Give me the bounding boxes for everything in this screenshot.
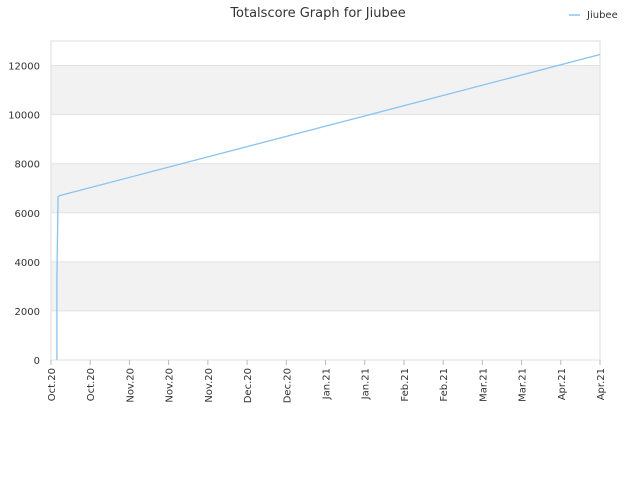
x-tick-label: Nov.20	[204, 368, 215, 403]
plot-band	[51, 163, 600, 213]
x-tick-label: Apr.21	[596, 368, 607, 400]
plot-band	[51, 261, 600, 311]
y-axis: 0 2000 4000 6000 8000 10000 12000	[8, 62, 40, 367]
plot-band	[51, 114, 600, 164]
y-tick-label: 12000	[8, 62, 40, 73]
x-tick-label: Mar.21	[478, 368, 489, 402]
y-tick-label: 4000	[15, 258, 40, 269]
plot-band	[51, 212, 600, 262]
x-tick-label: Dec.20	[282, 368, 293, 403]
y-tick-label: 8000	[15, 160, 40, 171]
x-tick-label: Nov.20	[165, 368, 176, 403]
x-tick-label: Oct.20	[47, 368, 58, 401]
x-tick-label: Jan.21	[361, 368, 372, 400]
y-tick-label: 10000	[8, 111, 40, 122]
x-tick-label: Feb.21	[439, 368, 450, 402]
x-tick-label: Oct.20	[86, 368, 97, 401]
y-tick-label: 0	[34, 356, 40, 367]
series-layer	[56, 53, 601, 360]
x-tick-label: Nov.20	[125, 368, 136, 403]
legend: Jiubee	[569, 10, 618, 21]
plot-background-bands	[50, 40, 601, 361]
x-tick-label: Feb.21	[400, 368, 411, 402]
series-line-jiubee	[56, 53, 601, 360]
y-tick-label: 2000	[15, 307, 40, 318]
chart-title: Totalscore Graph for Jiubee	[229, 6, 405, 21]
x-tick-label: Mar.21	[518, 368, 529, 402]
x-tick-label: Dec.20	[243, 368, 254, 403]
y-tick-label: 6000	[15, 209, 40, 220]
plot-band	[51, 41, 600, 66]
grid-lines	[51, 65, 600, 361]
x-tick-label: Jan.21	[322, 368, 333, 400]
legend-label-jiubee: Jiubee	[586, 10, 618, 21]
x-tick-label: Apr.21	[557, 368, 568, 400]
plot-band	[51, 65, 600, 115]
x-axis: Oct.20 Oct.20 Nov.20 Nov.20 Nov.20 Dec.20 Dec.…	[47, 360, 607, 403]
plot-band	[51, 310, 600, 360]
